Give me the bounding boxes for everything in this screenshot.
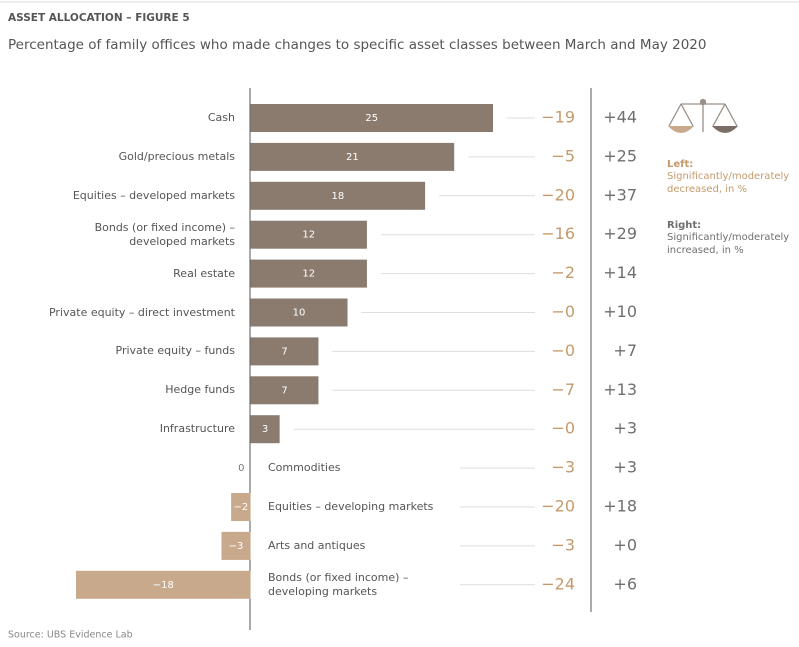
scale-icon [668, 98, 738, 133]
left-value: −16 [541, 224, 575, 243]
right-value: +14 [603, 263, 637, 282]
bar-label: 18 [331, 191, 344, 202]
bar [250, 298, 348, 327]
bar-label: 25 [365, 113, 378, 124]
category-label-box: Real estate [173, 266, 235, 280]
bar-label: 3 [262, 424, 268, 435]
chart-subtitle: Percentage of family offices who made ch… [8, 37, 706, 53]
category-label-box: Hedge funds [165, 383, 235, 397]
bar-label: −2 [233, 502, 248, 513]
category-label-box: Cash [207, 111, 235, 124]
category-label: Hedge funds [165, 383, 235, 397]
category-label: Private equity – funds [115, 344, 235, 358]
right-value: +10 [603, 302, 637, 321]
category-label-box: Bonds (or fixed income) – developed mark… [94, 220, 235, 248]
right-value: +3 [613, 458, 637, 477]
right-value: +6 [613, 574, 637, 593]
bar [250, 181, 426, 210]
bar [250, 337, 319, 366]
category-label: Equities – developed markets [72, 188, 235, 202]
left-value: −0 [551, 419, 575, 438]
left-value: −3 [551, 535, 575, 554]
left-value: −0 [551, 302, 575, 321]
bar [231, 493, 251, 521]
left-value: −20 [541, 497, 575, 516]
bar [250, 415, 280, 444]
legend-right-box: Significantly/moderately increased, in % [667, 232, 790, 256]
right-value: +25 [603, 146, 637, 165]
legend-left-text: Significantly/moderately decreased, in % [667, 171, 790, 195]
bar-label: 10 [293, 308, 306, 319]
category-label-box: Equities – developing markets [268, 500, 434, 513]
bar-label: 12 [302, 230, 315, 241]
category-label-box: Infrastructure [159, 422, 235, 436]
category-label: Gold/precious metals [118, 149, 235, 163]
right-value: +44 [603, 108, 637, 127]
source: Source: UBS Evidence Lab [8, 630, 133, 641]
right-value: +29 [603, 224, 637, 243]
category-label-box: Private equity – funds [115, 344, 235, 358]
bar [250, 376, 319, 405]
bar [250, 220, 367, 249]
right-value: +18 [603, 497, 637, 516]
legend-left-title: Left: [667, 159, 693, 170]
bar-label: 0 [238, 463, 244, 474]
category-label-box: Gold/precious metals [118, 149, 235, 163]
bar-label: −18 [153, 580, 174, 591]
chart-title: ASSET ALLOCATION – FIGURE 5 [8, 12, 190, 24]
left-value: −5 [551, 146, 575, 165]
bar [250, 259, 367, 288]
bar-label: 12 [302, 269, 315, 280]
bar [250, 104, 493, 132]
category-label: Real estate [173, 266, 235, 280]
category-label-box: Private equity – direct investment [48, 305, 235, 319]
legend-left-box: Significantly/moderately decreased, in % [667, 171, 790, 195]
left-value: −2 [551, 263, 575, 282]
category-label-box: Commodities [268, 461, 341, 475]
bar-label: 21 [346, 152, 359, 163]
category-label: Cash [207, 111, 235, 124]
bar-label: 7 [281, 385, 287, 396]
right-value: +0 [613, 535, 637, 554]
category-label: Private equity – direct investment [48, 305, 235, 319]
left-value: −0 [551, 341, 575, 360]
category-label: Commodities [268, 461, 341, 475]
legend-right-title: Right: [667, 220, 701, 231]
category-label: Bonds (or fixed income) – developing mar… [268, 570, 409, 598]
category-label-box: Equities – developed markets [72, 188, 235, 202]
left-value: −7 [551, 380, 575, 399]
left-value: −19 [541, 108, 575, 127]
right-value: +3 [613, 419, 637, 438]
category-label: Equities – developing markets [268, 500, 434, 513]
right-value: +37 [603, 185, 637, 204]
category-label: Bonds (or fixed income) – developed mark… [94, 220, 235, 248]
legend-right-text: Significantly/moderately increased, in % [667, 232, 790, 256]
bar-label: −3 [229, 541, 244, 552]
category-label: Arts and antiques [268, 538, 366, 552]
category-label-box: Bonds (or fixed income) – developing mar… [268, 570, 409, 598]
bar-label: 7 [281, 346, 287, 357]
bar [250, 142, 455, 171]
left-value: −20 [541, 185, 575, 204]
bar [221, 531, 251, 560]
bar [76, 570, 251, 599]
left-value: −24 [541, 574, 575, 593]
right-value: +7 [613, 341, 637, 360]
left-value: −3 [551, 458, 575, 477]
category-label-box: Arts and antiques [268, 538, 366, 552]
right-value: +13 [603, 380, 637, 399]
category-label: Infrastructure [159, 422, 235, 436]
